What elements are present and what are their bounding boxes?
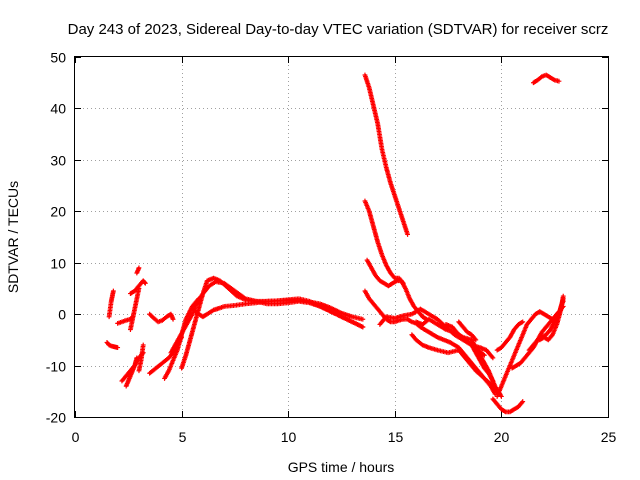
series-track-15: [189, 297, 366, 322]
data-point: [520, 399, 526, 404]
series-track-05: [123, 355, 140, 389]
data-point: [115, 345, 121, 350]
data-point: [170, 316, 176, 322]
series-track-19: [362, 288, 498, 397]
data-point: [490, 355, 496, 361]
data-point: [140, 342, 146, 348]
y-tick-label: 20: [50, 204, 66, 220]
data-point: [110, 288, 116, 294]
y-axis: -20 -10 0 10 20 30 40 50: [46, 50, 608, 426]
data-point: [499, 394, 504, 399]
series-track-25: [469, 342, 496, 384]
series-track-18: [364, 257, 430, 322]
data-series-layer: [104, 72, 566, 415]
y-tick-label: 50: [50, 50, 66, 66]
series-track-07: [128, 286, 142, 332]
y-tick-label: 40: [50, 101, 66, 117]
x-tick-label: 25: [601, 429, 617, 445]
chart-title: Day 243 of 2023, Sidereal Day-to-day VTE…: [68, 21, 609, 38]
y-axis-label: SDTVAR / TECUs: [5, 181, 21, 293]
series-track-01: [106, 288, 116, 320]
x-axis: 0 5 10 15 20 25: [72, 57, 617, 445]
series-track-26: [490, 396, 526, 415]
series-track-09: [136, 342, 146, 374]
series-track-24: [456, 319, 479, 343]
data-point: [481, 352, 487, 358]
data-point: [556, 78, 562, 84]
data-point: [136, 286, 142, 291]
data-point: [134, 355, 140, 361]
y-tick-label: 0: [58, 307, 66, 323]
data-point: [473, 337, 479, 343]
data-point: [136, 265, 142, 271]
data-point: [405, 232, 410, 237]
data-point: [490, 378, 496, 384]
series-track-21: [409, 332, 502, 397]
y-tick-label: 10: [50, 256, 66, 272]
y-tick-label: -10: [46, 359, 66, 375]
data-point: [360, 316, 366, 322]
x-tick-label: 5: [179, 429, 187, 445]
data-point: [142, 280, 148, 285]
series-track-27: [494, 319, 526, 353]
x-tick-label: 10: [281, 429, 297, 445]
y-tick-label: 30: [50, 153, 66, 169]
series-track-10: [147, 311, 176, 325]
plot-frame: [74, 56, 609, 418]
series-track-33: [530, 72, 562, 86]
data-point: [360, 324, 366, 330]
grid-layer: [75, 57, 608, 417]
y-tick-label: -20: [46, 410, 66, 426]
x-axis-label: GPS time / hours: [288, 459, 395, 475]
series-track-16: [362, 72, 410, 237]
series-track-32: [554, 298, 566, 322]
data-point: [560, 298, 566, 304]
x-tick-label: 0: [72, 429, 80, 445]
series-track-08: [134, 265, 142, 276]
x-tick-label: 20: [494, 429, 510, 445]
data-point: [142, 280, 148, 286]
data-point: [560, 293, 566, 299]
series-track-02: [104, 340, 121, 350]
x-tick-label: 15: [388, 429, 404, 445]
series-track-17: [362, 198, 406, 286]
data-point: [520, 319, 526, 325]
